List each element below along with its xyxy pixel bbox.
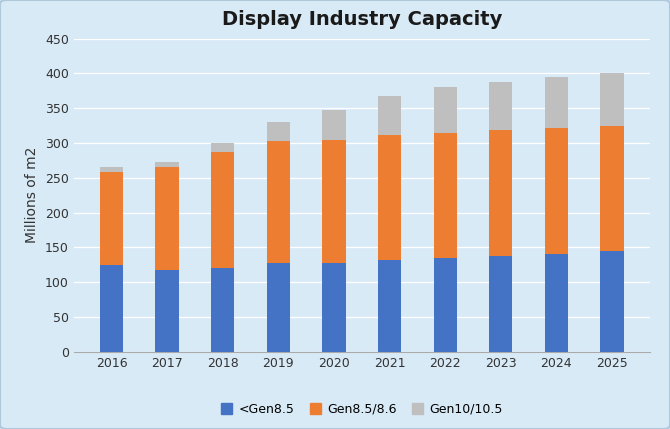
Bar (211, 268, 234, 352)
Bar (211, 143, 234, 152)
Bar (378, 260, 401, 352)
Bar (545, 128, 568, 254)
Bar (433, 88, 457, 133)
Bar (489, 130, 513, 256)
Bar (378, 135, 401, 260)
Y-axis label: Millions of m2: Millions of m2 (25, 147, 40, 243)
Bar (267, 141, 290, 263)
Bar (267, 122, 290, 141)
Legend: <Gen8.5, Gen8.5/8.6, Gen10/10.5: <Gen8.5, Gen8.5/8.6, Gen10/10.5 (216, 398, 507, 421)
Bar (155, 270, 179, 352)
Bar (600, 73, 624, 126)
Bar (100, 172, 123, 265)
Title: Display Industry Capacity: Display Industry Capacity (222, 10, 502, 29)
Bar (600, 251, 624, 352)
Bar (155, 162, 179, 167)
Bar (155, 167, 179, 270)
Bar (322, 139, 346, 263)
Bar (267, 263, 290, 352)
Bar (489, 82, 513, 130)
Bar (100, 265, 123, 352)
Bar (545, 254, 568, 352)
Bar (489, 256, 513, 352)
Bar (322, 263, 346, 352)
Bar (378, 96, 401, 135)
Bar (433, 258, 457, 352)
Bar (600, 126, 624, 251)
Bar (100, 167, 123, 172)
Bar (433, 133, 457, 258)
Bar (322, 109, 346, 139)
Bar (211, 152, 234, 268)
Bar (545, 77, 568, 128)
